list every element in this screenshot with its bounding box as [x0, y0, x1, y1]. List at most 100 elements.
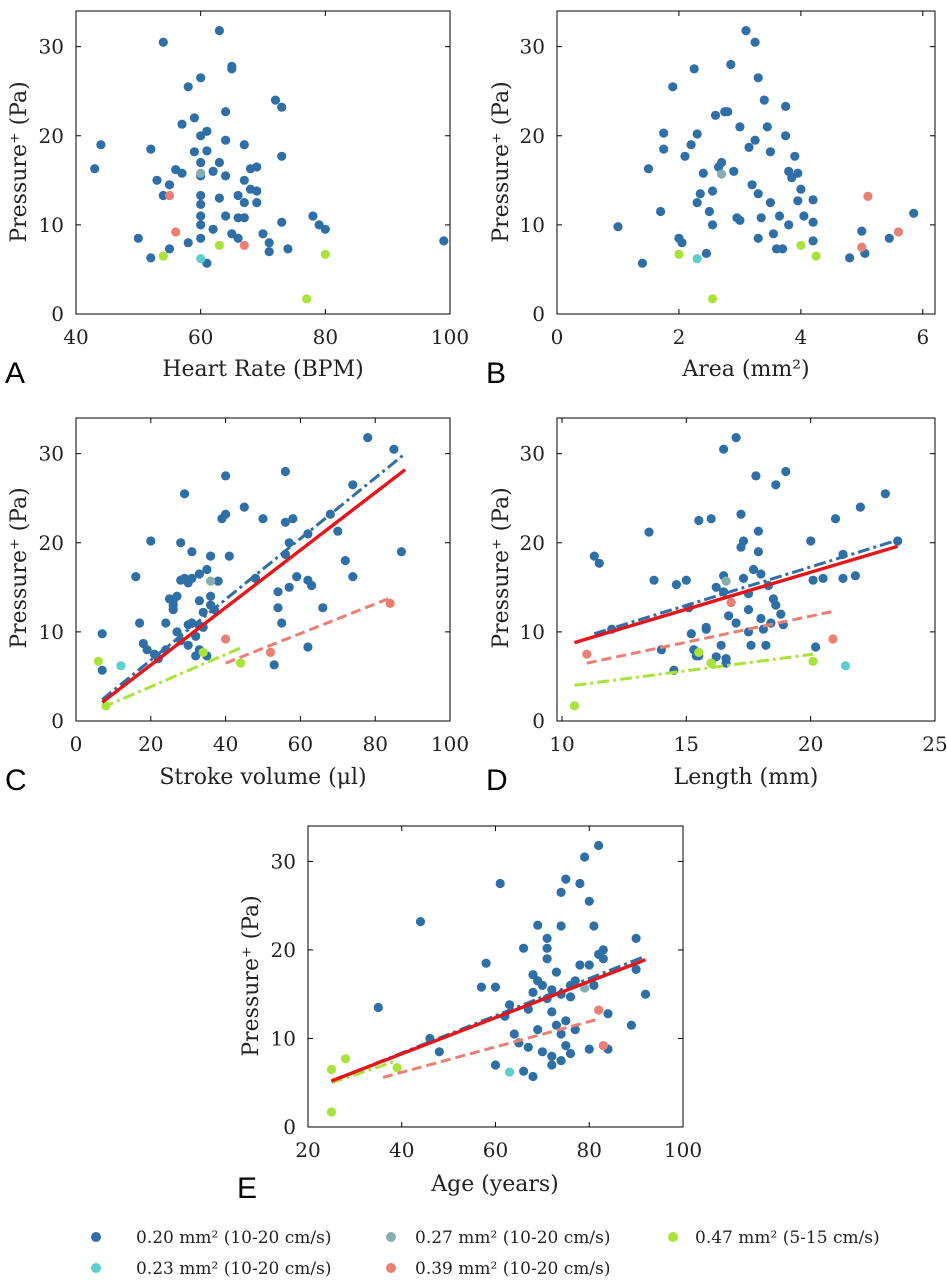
legend: 0.20 mm² (10-20 cm/s) 0.23 mm² (10-20 cm… [91, 1228, 880, 1279]
panel-a-xlabel: Heart Rate (BPM) [162, 357, 363, 382]
panel-d-letter: D [486, 764, 508, 797]
panel-c-point-s020-59 [288, 514, 298, 524]
panel-d-point-s020-32 [738, 536, 749, 546]
panel-c-point-s020-5 [142, 645, 152, 655]
panel-e-point-s020-10 [505, 1000, 515, 1010]
panel-e-point-s020-25 [542, 943, 552, 953]
panel-a-point-s047-3 [320, 249, 330, 259]
panel-e-point-s020-65 [640, 989, 651, 999]
panel-c-ytick-label-2: 20 [39, 531, 64, 555]
panel-a-point-s020-33 [214, 193, 224, 203]
panel-d-point-s047-2 [706, 658, 716, 668]
panel-d-fit-s039 [586, 609, 834, 665]
panel-a-point-s020-27 [202, 146, 212, 156]
panel-a-point-s020-4 [146, 144, 156, 154]
panel-c-fit-s039 [225, 596, 391, 665]
legend-marker-s027 [386, 1232, 396, 1242]
panel-d-xtick-label-1: 15 [674, 732, 699, 756]
panel-b-point-s020-45 [774, 211, 785, 221]
panel-c-point-s027-0 [206, 576, 216, 586]
panel-b-point-s020-15 [698, 168, 708, 178]
panel-e-point-s047-1 [326, 1064, 336, 1075]
panel-c-xtick-label-1: 20 [138, 732, 163, 756]
panel-a-point-s020-15 [189, 147, 199, 157]
panel-a-point-s020-28 [202, 126, 212, 136]
panel-a-point-s020-57 [277, 151, 287, 161]
panel-e-axes-box [307, 825, 684, 1128]
panel-d-ytick-label-3: 30 [520, 442, 545, 466]
panel-e-point-s020-35 [556, 887, 566, 898]
panel-a: 40 60 80 100 0 10 20 30 Heart Rate (BPM) Pressu… [5, 10, 469, 390]
panel-c-point-s020-0 [97, 665, 107, 675]
panel-e-point-s020-7 [490, 982, 501, 992]
panel-d-point-s020-29 [731, 433, 741, 443]
panel-b-point-s020-30 [741, 26, 751, 36]
panel-d-fit-fit_all [573, 544, 899, 645]
panel-e-point-s020-49 [575, 960, 585, 970]
panel-e-point-s020-50 [580, 852, 590, 862]
panel-c-point-s047-2 [198, 647, 208, 658]
panel-e-point-s020-40 [561, 1041, 571, 1051]
panel-b-point-s047-1 [707, 294, 718, 304]
panel-b-point-s039-0 [857, 242, 867, 252]
panel-b-point-s020-40 [762, 122, 772, 132]
panel-d-point-s047-1 [694, 647, 704, 658]
panel-b-point-s020-1 [637, 258, 648, 268]
panel-b-point-s020-35 [753, 73, 763, 83]
panel-a-point-s020-9 [164, 244, 175, 254]
panel-d-point-s020-35 [743, 605, 754, 615]
panel-e-point-s020-20 [533, 1025, 543, 1035]
panel-c-xtick-label-3: 60 [288, 732, 313, 756]
panel-c-point-s020-3 [135, 618, 145, 628]
panel-a-point-s020-59 [277, 217, 287, 227]
panel-e-point-s020-54 [589, 980, 599, 991]
panel-c-point-s020-17 [176, 538, 186, 548]
panel-a-point-s020-19 [196, 157, 206, 168]
panel-e-point-s020-26 [542, 954, 552, 964]
panel-c-point-s020-44 [221, 471, 231, 481]
panel-d-point-s039-1 [726, 597, 736, 608]
panel-c-point-s047-0 [93, 656, 103, 666]
panel-d-point-s020-61 [850, 571, 861, 581]
panel-d-point-s020-45 [761, 640, 771, 650]
panel-a-point-s023-0 [196, 254, 206, 264]
panel-d-point-s020-37 [746, 640, 756, 650]
panel-a-point-s020-2 [133, 233, 143, 243]
panel-b-point-s020-37 [753, 233, 763, 243]
panel-a-point-s020-43 [233, 233, 243, 243]
panel-d-point-s020-51 [776, 609, 786, 619]
panel-c-point-s020-33 [194, 569, 204, 579]
panel-e-point-s020-27 [542, 933, 552, 944]
panel-a-point-s020-24 [196, 220, 206, 230]
panel-e-point-s020-5 [481, 958, 491, 968]
panel-d-axes-box [556, 417, 936, 722]
panel-b-ytick-label-3: 30 [520, 35, 545, 59]
panel-c-point-s020-50 [269, 660, 279, 670]
legend-label-s039: 0.39 mm² (10-20 cm/s) [415, 1259, 610, 1279]
panel-c-point-s020-55 [280, 517, 290, 527]
panel-b-point-s020-53 [793, 196, 803, 206]
panel-d-point-s020-55 [808, 575, 818, 585]
panel-e-point-s020-63 [631, 933, 641, 944]
panel-c-point-s020-31 [194, 596, 204, 606]
panel-c-point-s020-14 [168, 600, 178, 610]
panel-a-point-s020-14 [183, 82, 193, 92]
panel-b-point-s020-9 [680, 151, 690, 161]
panel-e-point-s020-29 [547, 1060, 557, 1070]
panel-d-point-s020-40 [753, 526, 764, 536]
panel-c-point-s020-54 [280, 466, 290, 477]
panel-e-point-s020-30 [547, 1051, 557, 1061]
panel-a-point-s020-50 [252, 162, 262, 172]
panel-c-point-s020-60 [292, 572, 302, 582]
panel-e-ylabel: Pressure⁺ (Pa) [239, 895, 264, 1056]
panel-c-xlabel: Stroke volume (μl) [159, 765, 366, 790]
panel-e-fit-s039 [382, 1017, 599, 1079]
panel-c-ytick-label-3: 30 [39, 442, 64, 466]
legend-label-s047: 0.47 mm² (5-15 cm/s) [695, 1228, 880, 1248]
panel-b-ticks: 0 2 4 6 0 10 20 30 [520, 11, 935, 349]
panel-e-point-s020-45 [565, 1048, 576, 1059]
panel-e-point-s039-0 [594, 1005, 604, 1015]
panel-b-point-s020-60 [845, 253, 855, 263]
panel-c-point-s020-20 [179, 489, 190, 499]
